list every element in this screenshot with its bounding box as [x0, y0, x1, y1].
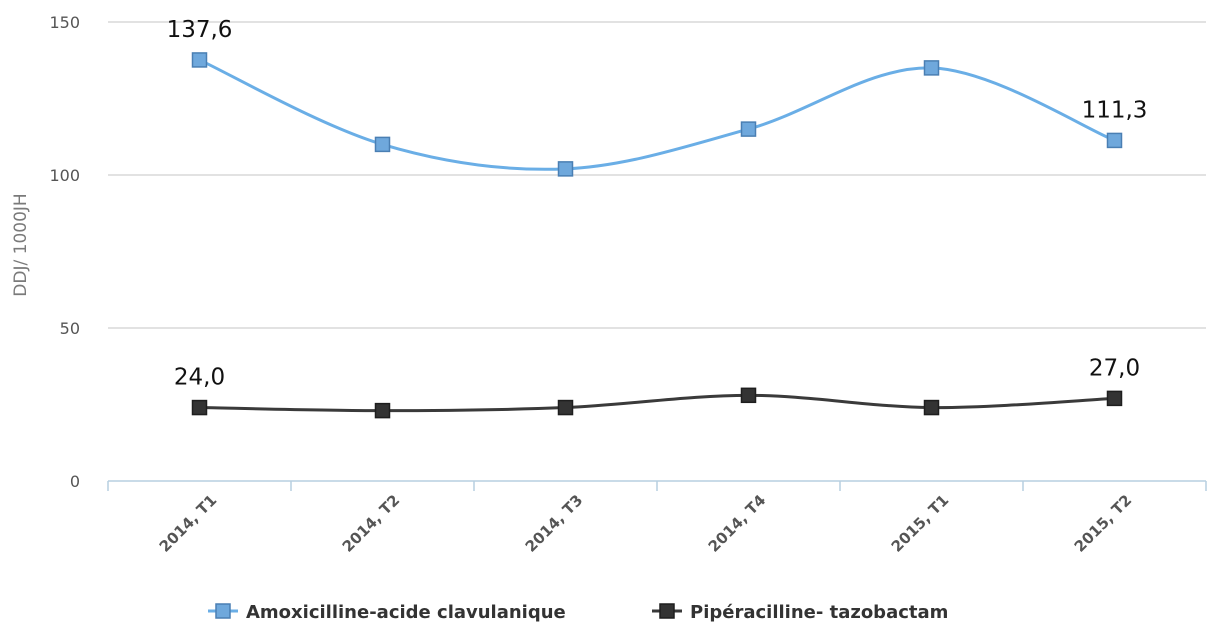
- series-line-2: [199, 393, 1115, 413]
- legend-item-1[interactable]: Amoxicilline-acide clavulanique: [208, 602, 566, 623]
- series-2-point: [1106, 390, 1123, 407]
- y-tick-label: 0: [70, 472, 80, 491]
- series-1-point: [557, 161, 574, 177]
- legend-item-2[interactable]: Pipéracilline- tazobactam: [652, 602, 948, 623]
- series-line-1: [198, 58, 1116, 171]
- series-1-point: [1106, 132, 1123, 149]
- y-tick-label: 50: [60, 319, 80, 338]
- legend-label: Amoxicilline-acide clavulanique: [246, 602, 566, 623]
- legend-label: Pipéracilline- tazobactam: [690, 602, 948, 623]
- data-label-layer: 137,6 111,3 24,0 27,0: [167, 17, 1148, 391]
- x-tick-label: 2015, T1: [888, 491, 953, 556]
- y-axis-title: DDJ/ 1000JH: [11, 193, 31, 296]
- x-tick-label: 2015, T2: [1071, 491, 1136, 556]
- data-label: 24,0: [174, 365, 225, 391]
- series-2-point: [557, 399, 574, 416]
- series-2-point: [740, 387, 757, 404]
- series-2-point: [374, 402, 391, 419]
- legend-marker: [659, 603, 675, 619]
- series-1-point: [374, 136, 391, 153]
- series-2-point: [191, 399, 208, 416]
- x-tick-label: 2014, T4: [705, 491, 770, 556]
- axis-layer: 0 50 100 150 2014, T1 2014, T2 2014, T3 2014, T…: [49, 13, 1207, 556]
- x-tick-label: 2014, T3: [522, 491, 587, 556]
- grid-layer: [108, 21, 1206, 329]
- series-2-point: [923, 399, 940, 416]
- series-1-point: [923, 60, 940, 76]
- series-1-point: [740, 121, 757, 137]
- data-label: 111,3: [1082, 97, 1148, 123]
- legend-marker: [215, 603, 231, 619]
- y-tick-label: 100: [49, 166, 80, 185]
- x-tick-label: 2014, T1: [156, 491, 221, 556]
- data-label: 137,6: [167, 17, 233, 43]
- series-1-point: [191, 52, 208, 68]
- x-tick-label: 2014, T2: [339, 491, 404, 556]
- series-layer: [191, 52, 1123, 419]
- y-tick-label: 150: [49, 13, 80, 32]
- legend[interactable]: Amoxicilline-acide clavulanique Pipéracil…: [208, 602, 948, 623]
- data-label: 27,0: [1089, 355, 1140, 381]
